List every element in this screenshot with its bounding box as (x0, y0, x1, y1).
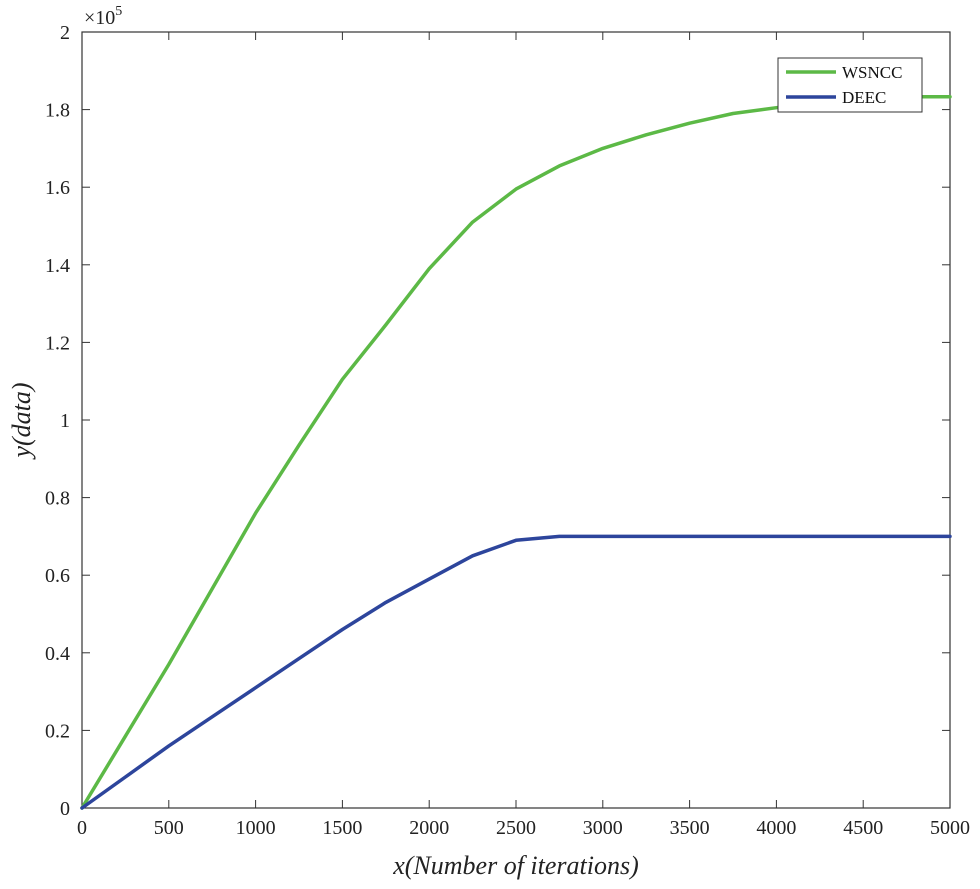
x-tick-label: 500 (154, 817, 184, 839)
plot-area (81, 31, 951, 809)
x-tick-label: 5000 (930, 817, 970, 839)
legend-label-wsncc: WSNCC (842, 63, 902, 82)
x-axis-label: x(Number of iterations) (392, 851, 639, 880)
x-axis-ticks: 0 500 1000 1500 2000 2500 3000 3500 4000 4500 5000 (77, 32, 970, 839)
y-tick-label: 0 (60, 798, 70, 820)
y-axis-ticks: 0 0.2 0.4 0.6 0.8 1 1.2 1.4 1.6 1.8 2 (45, 22, 950, 820)
x-tick-label: 1500 (322, 817, 362, 839)
y-tick-label: 1.8 (45, 100, 70, 122)
y-tick-label: 1.6 (45, 177, 70, 199)
y-tick-label: 1 (60, 410, 70, 432)
y-tick-label: 0.2 (45, 720, 70, 742)
y-multiplier-base: ×10 (84, 7, 115, 29)
x-tick-label: 0 (77, 817, 87, 839)
legend: WSNCC DEEC (777, 57, 923, 113)
y-tick-label: 2 (60, 22, 70, 44)
legend-box (777, 57, 923, 113)
series-line-deec (80, 534, 952, 810)
y-tick-label: 0.6 (45, 565, 70, 587)
legend-label-deec: DEEC (842, 88, 886, 107)
y-tick-label: 0.4 (45, 643, 70, 665)
x-tick-label: 2500 (496, 817, 536, 839)
y-tick-label: 0.8 (45, 488, 70, 510)
y-tick-label: 1.4 (45, 255, 70, 277)
x-tick-label: 4500 (843, 817, 883, 839)
y-axis-label: y(data) (7, 382, 36, 460)
x-tick-label: 2000 (409, 817, 449, 839)
x-tick-label: 4000 (756, 817, 796, 839)
y-multiplier-exponent: 5 (115, 4, 122, 19)
x-tick-label: 1000 (236, 817, 276, 839)
y-multiplier: ×105 (84, 4, 122, 29)
y-tick-label: 1.2 (45, 332, 70, 354)
x-tick-label: 3000 (583, 817, 623, 839)
x-tick-label: 3500 (670, 817, 710, 839)
